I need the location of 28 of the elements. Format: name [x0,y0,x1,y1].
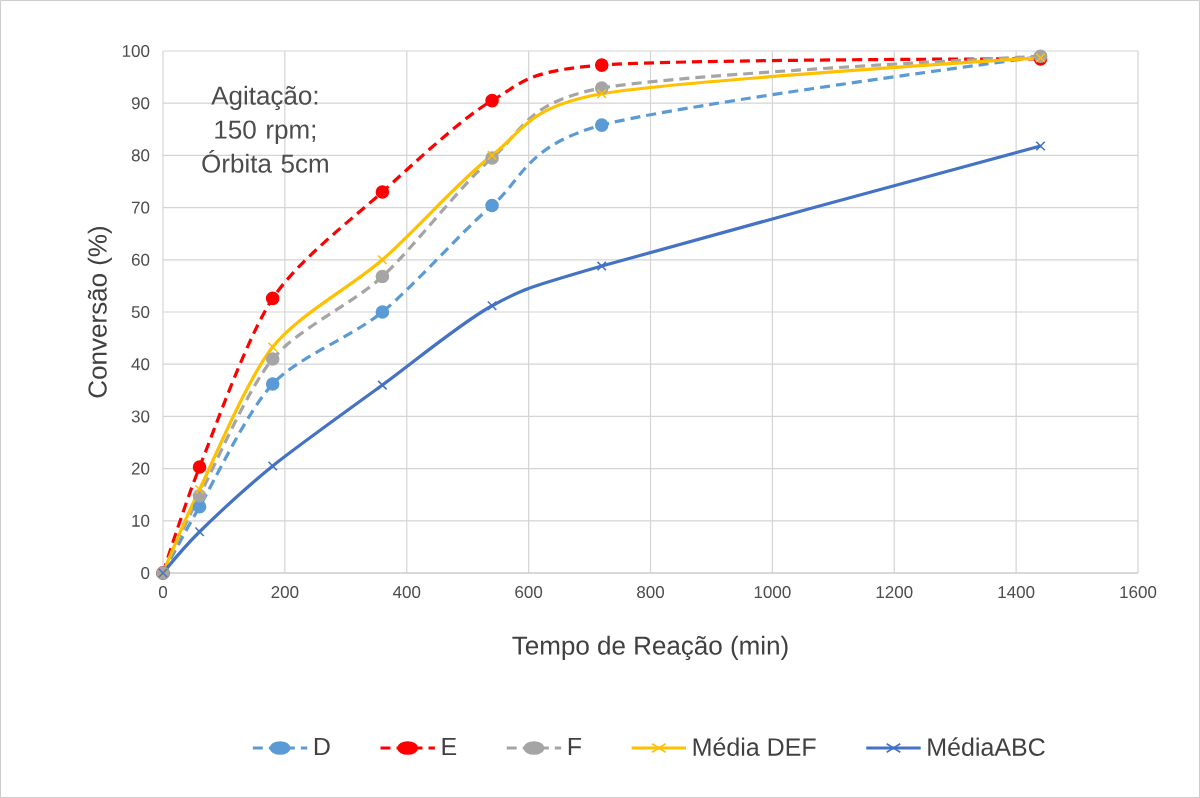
legend-label: Média DEF [693,737,816,756]
y-tick-label: 60 [131,253,150,266]
x-tick-label: 400 [392,586,421,599]
x-tick-label: 200 [271,586,299,599]
y-tick-label: 90 [131,97,150,110]
y-tick-label: 10 [132,514,150,527]
y-axis-title: Conversão (%) [87,226,112,398]
y-tick-label: 0 [141,566,150,580]
x-tick-label: 0 [158,586,168,599]
x-tick-label: 1000 [754,586,791,599]
x-tick-label: 1400 [998,586,1035,599]
x-tick-label: 1200 [876,586,913,599]
legend-label: F [568,737,582,756]
x-tick-label: 600 [515,586,543,599]
y-tick-label: 100 [122,44,150,57]
x-axis-title: Tempo de Reação (min) [512,635,788,661]
y-tick-label: 50 [131,305,150,319]
y-tick-label: 30 [131,410,150,423]
x-tick-label: 800 [637,586,665,599]
annotation: Agitação: 150 rpm; Órbita 5cm [202,85,328,173]
legend-label: MédiaABC [928,737,1045,756]
legend-label: D [314,737,330,756]
x-tick-label: 1600 [1120,586,1157,599]
y-tick-label: 40 [131,358,150,371]
y-tick-label: 20 [131,462,150,475]
legend-label: E [442,737,457,756]
y-tick-label: 70 [131,201,150,214]
y-tick-label: 80 [131,149,150,162]
